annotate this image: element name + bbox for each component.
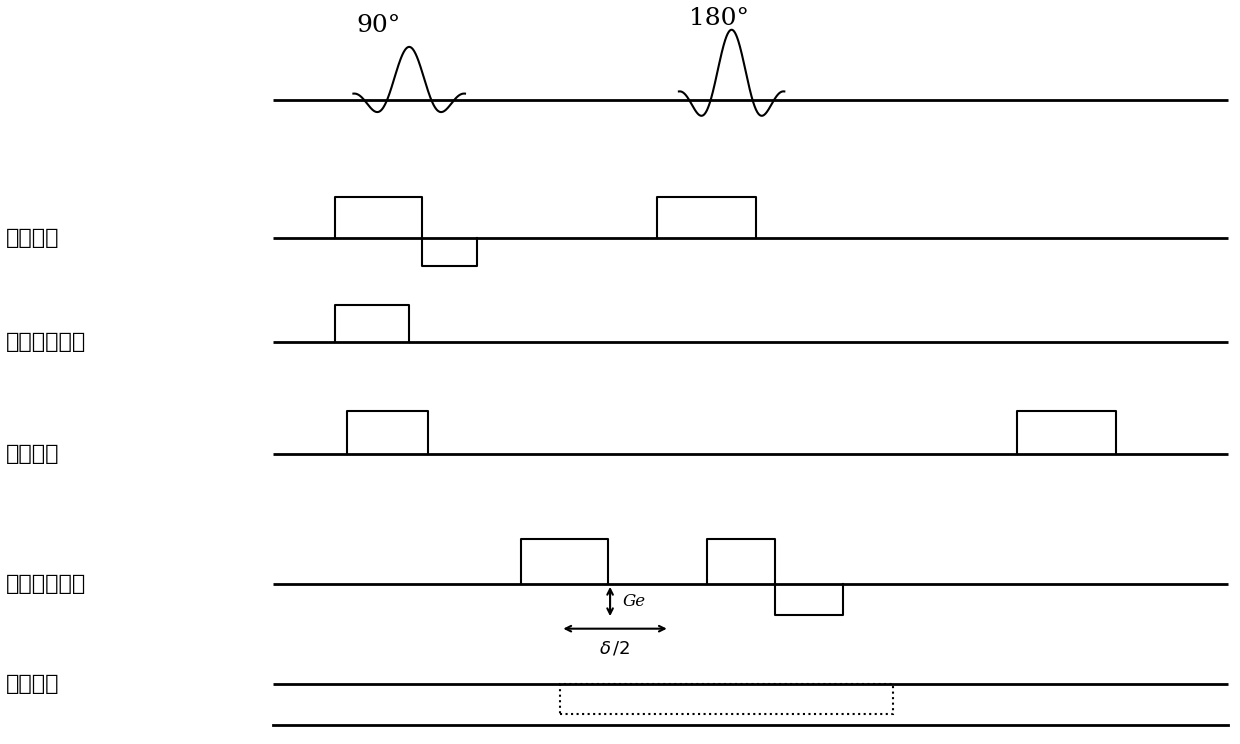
Text: 90°: 90° xyxy=(356,14,401,37)
Text: Ge: Ge xyxy=(622,593,646,610)
Text: 选层梯度: 选层梯度 xyxy=(6,228,60,248)
Text: 运动编码梯度: 运动编码梯度 xyxy=(6,574,87,594)
Text: 180°: 180° xyxy=(689,7,749,30)
Bar xyxy=(560,684,893,714)
Text: 聚焦超声: 聚焦超声 xyxy=(6,675,60,694)
Text: 相位编码梯度: 相位编码梯度 xyxy=(6,333,87,352)
Text: 读出梯度: 读出梯度 xyxy=(6,444,60,464)
Text: $\delta\,/2$: $\delta\,/2$ xyxy=(599,640,631,658)
